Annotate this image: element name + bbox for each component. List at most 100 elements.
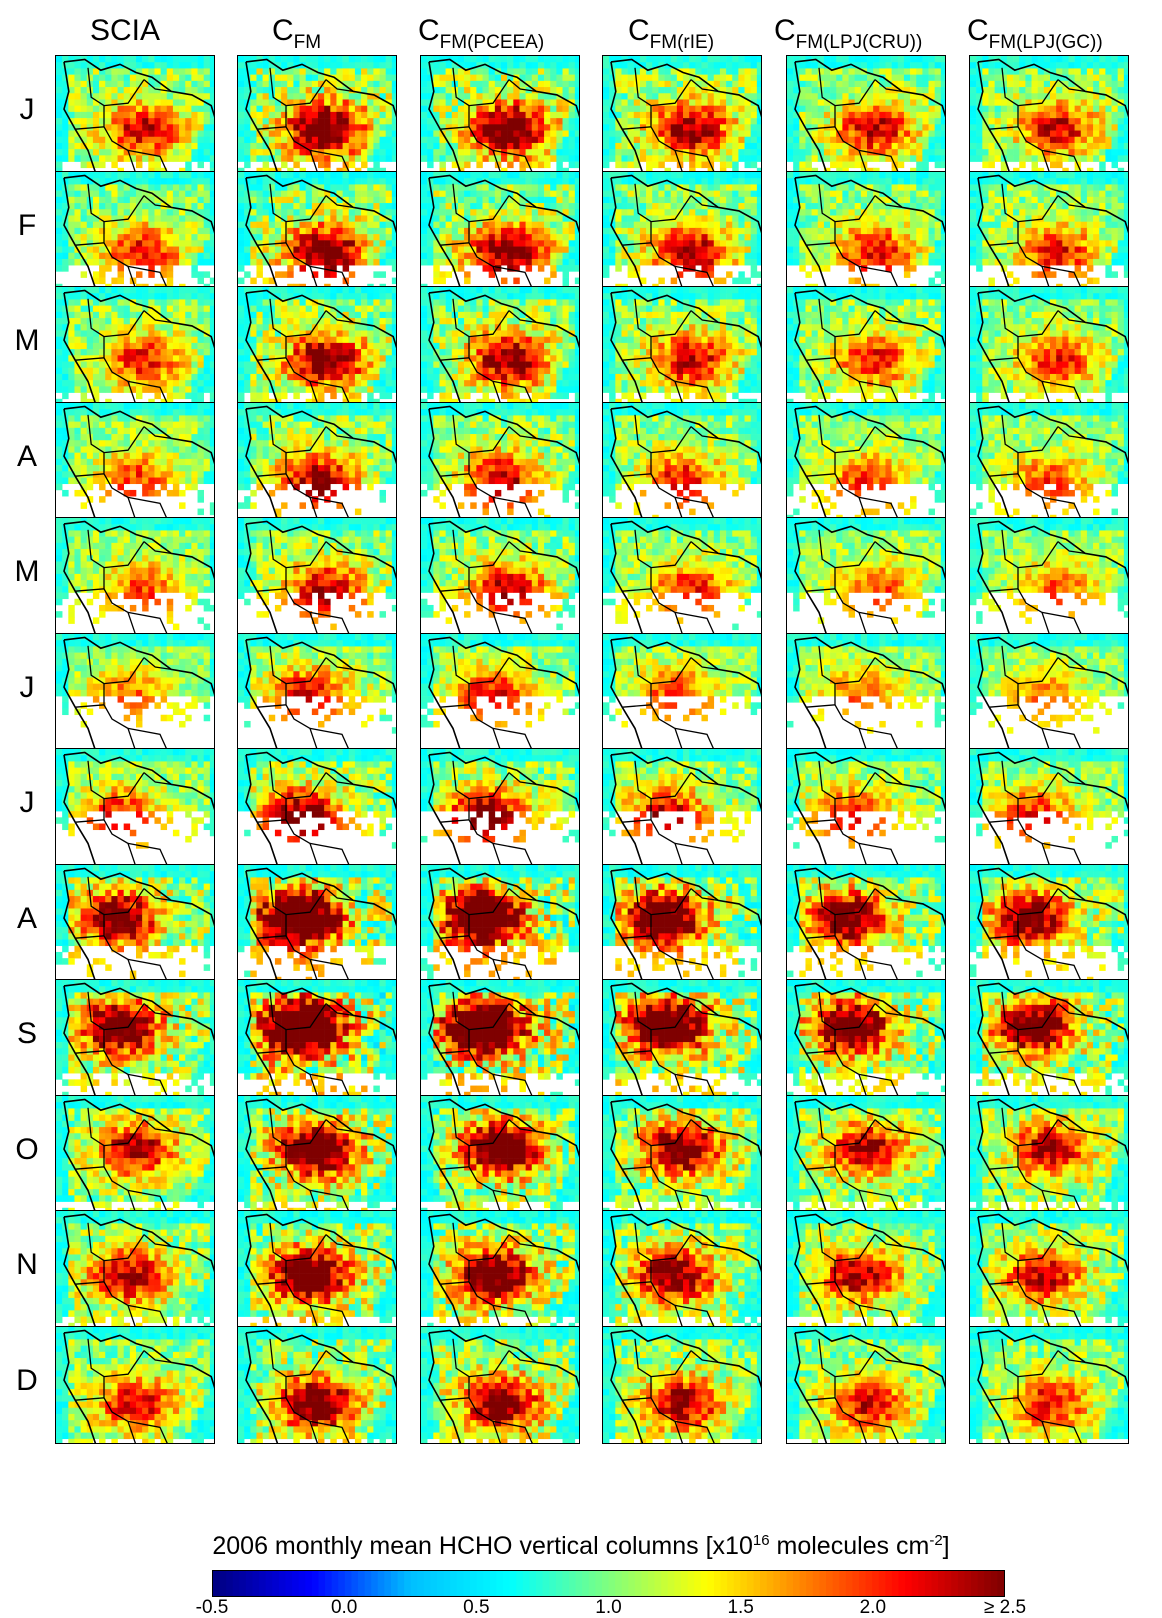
heatmap-cell — [621, 190, 627, 197]
heatmap-cell — [142, 149, 148, 156]
heatmap-cell — [563, 196, 569, 203]
heatmap-cell — [751, 227, 757, 234]
heatmap-cell — [569, 240, 575, 247]
heatmap-cell — [470, 81, 476, 88]
heatmap-cell — [544, 227, 550, 234]
heatmap-cell — [56, 106, 62, 113]
heatmap-cell — [421, 240, 427, 247]
heatmap-cell — [210, 190, 215, 197]
heatmap-cell — [1007, 87, 1013, 94]
heatmap-cell — [392, 196, 397, 203]
heatmap-cell — [849, 240, 855, 247]
heatmap-cell — [695, 234, 701, 241]
heatmap-cell — [501, 227, 507, 234]
heatmap-cell — [1105, 149, 1111, 156]
heatmap-cell — [458, 75, 464, 82]
heatmap-cell — [256, 106, 262, 113]
heatmap-cell — [250, 246, 256, 253]
heatmap-cell — [93, 258, 99, 265]
heatmap-cell — [148, 246, 154, 253]
heatmap-cell — [238, 106, 244, 113]
heatmap-cell — [74, 56, 80, 63]
heatmap-cell — [306, 240, 312, 247]
heatmap-cell — [671, 81, 677, 88]
heatmap-cell — [136, 131, 142, 138]
heatmap-cell — [544, 62, 550, 69]
heatmap-cell — [495, 131, 501, 138]
heatmap-cell — [293, 221, 299, 228]
heatmap-cell — [380, 240, 386, 247]
heatmap-cell — [343, 56, 349, 63]
heatmap-cell — [204, 143, 210, 150]
heatmap-cell — [173, 124, 179, 131]
heatmap-cell — [118, 93, 124, 100]
heatmap-cell — [386, 258, 392, 265]
heatmap-cell — [1075, 62, 1081, 69]
heatmap-cell — [392, 184, 397, 191]
heatmap-cell — [609, 149, 615, 156]
heatmap-cell — [336, 68, 342, 75]
heatmap-cell — [849, 106, 855, 113]
heatmap-cell — [689, 215, 695, 222]
heatmap-cell — [330, 246, 336, 253]
heatmap-cell — [556, 184, 562, 191]
heatmap-cell — [916, 81, 922, 88]
heatmap-cell — [799, 252, 805, 259]
heatmap-cell — [640, 246, 646, 253]
heatmap-cell — [446, 75, 452, 82]
heatmap-cell — [56, 252, 62, 259]
heatmap-cell — [849, 162, 855, 169]
heatmap-cell — [56, 234, 62, 241]
heatmap-cell — [738, 143, 744, 150]
heatmap-cell — [714, 68, 720, 75]
heatmap-cell — [1013, 62, 1019, 69]
heatmap-cell — [361, 68, 367, 75]
heatmap-cell — [879, 62, 885, 69]
heatmap-cell — [111, 234, 117, 241]
heatmap-cell — [427, 258, 433, 265]
heatmap-cell — [575, 252, 580, 259]
heatmap-cell — [569, 252, 575, 259]
heatmap-cell — [658, 106, 664, 113]
heatmap-cell — [373, 75, 379, 82]
heatmap-cell — [941, 143, 946, 150]
heatmap-cell — [898, 227, 904, 234]
heatmap-cell — [575, 143, 580, 150]
heatmap-cell — [556, 196, 562, 203]
heatmap-cell — [238, 184, 244, 191]
heatmap-cell — [575, 62, 580, 69]
heatmap-cell — [720, 209, 726, 216]
heatmap-cell — [452, 190, 458, 197]
heatmap-cell — [74, 196, 80, 203]
heatmap-cell — [812, 184, 818, 191]
heatmap-cell — [787, 184, 793, 191]
heatmap-cell — [446, 112, 452, 119]
heatmap-cell — [483, 149, 489, 156]
heatmap-cell — [386, 196, 392, 203]
heatmap-cell — [695, 258, 701, 265]
heatmap-cell — [861, 137, 867, 144]
heatmap-cell — [312, 252, 318, 259]
heatmap-cell — [677, 190, 683, 197]
heatmap-cell — [732, 252, 738, 259]
heatmap-cell — [74, 62, 80, 69]
heatmap-cell — [513, 252, 519, 259]
heatmap-cell — [935, 93, 941, 100]
heatmap-cell — [62, 252, 68, 259]
heatmap-cell — [87, 99, 93, 106]
heatmap-cell — [726, 99, 732, 106]
heatmap-cell — [179, 149, 185, 156]
heatmap-cell — [421, 155, 427, 162]
heatmap-cell — [1112, 106, 1118, 113]
heatmap-cell — [99, 81, 105, 88]
heatmap-cell — [1093, 68, 1099, 75]
heatmap-cell — [489, 227, 495, 234]
heatmap-cell — [563, 155, 569, 162]
heatmap-cell — [56, 68, 62, 75]
heatmap-cell — [1105, 112, 1111, 119]
heatmap-cell — [392, 118, 397, 125]
heatmap-cell — [336, 62, 342, 69]
heatmap-cell — [210, 118, 215, 125]
heatmap-cell — [799, 265, 805, 272]
heatmap-cell — [569, 81, 575, 88]
